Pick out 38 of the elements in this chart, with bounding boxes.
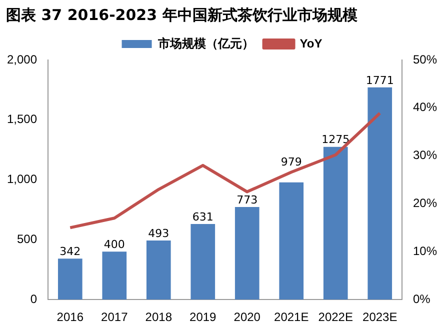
- x-tick-label: 2016: [56, 310, 84, 324]
- y-tick-label: 2,000: [7, 52, 38, 66]
- x-tick-label: 2023E: [362, 310, 398, 324]
- bar: [234, 206, 260, 300]
- x-tick-label: 2017: [101, 310, 128, 324]
- data-label: 1771: [366, 74, 394, 87]
- y2-tick-label: 0%: [412, 292, 431, 306]
- bar: [323, 146, 348, 300]
- data-label: 400: [104, 238, 125, 252]
- y2-tick-label: 10%: [412, 244, 438, 258]
- data-label: 342: [60, 244, 81, 258]
- data-label: 773: [236, 193, 258, 206]
- bar: [146, 240, 171, 300]
- bar: [368, 87, 392, 300]
- x-tick-label: 2021E: [274, 310, 309, 324]
- bar: [102, 252, 127, 300]
- bar: [58, 258, 82, 300]
- y-tick-label: 0: [30, 292, 38, 306]
- x-tick-label: 2022E: [318, 310, 353, 324]
- data-label: 631: [192, 210, 214, 224]
- y2-tick-label: 50%: [412, 52, 438, 66]
- x-tick-label: 2020: [234, 310, 261, 324]
- bar: [190, 224, 216, 300]
- data-label: 493: [148, 226, 170, 240]
- bar: [279, 182, 304, 300]
- chart-title: 图表 37 2016-2023 年中国新式茶饮行业市场规模: [5, 5, 358, 26]
- data-label: 1275: [322, 133, 350, 146]
- legend-label: 市场规模（亿元）: [156, 36, 254, 50]
- y-tick-label: 1,000: [7, 172, 38, 186]
- y-tick-label: 500: [17, 232, 38, 246]
- legend-label: YoY: [300, 36, 322, 50]
- y2-tick-label: 40%: [412, 100, 438, 114]
- data-label: 979: [280, 155, 302, 168]
- x-tick-label: 2019: [190, 310, 217, 324]
- y2-tick-label: 30%: [412, 148, 438, 162]
- x-tick-label: 2018: [145, 310, 172, 324]
- y2-tick-label: 20%: [412, 196, 438, 210]
- y-tick-label: 1,500: [7, 112, 38, 126]
